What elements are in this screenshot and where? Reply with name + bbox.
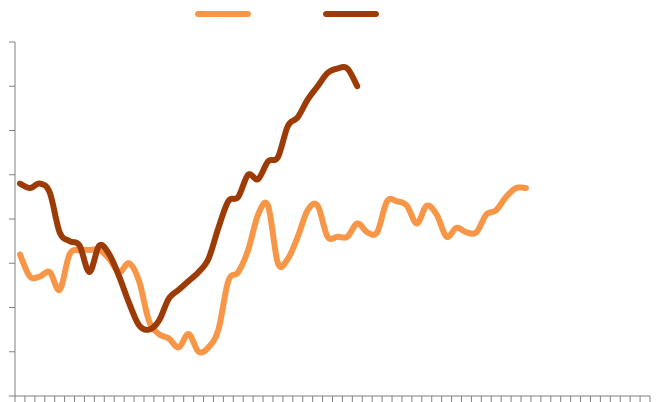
series-line-2: [16, 64, 361, 333]
plot-area: [16, 64, 529, 356]
series-line-1: [16, 184, 529, 356]
chart-axes: [9, 41, 651, 402]
